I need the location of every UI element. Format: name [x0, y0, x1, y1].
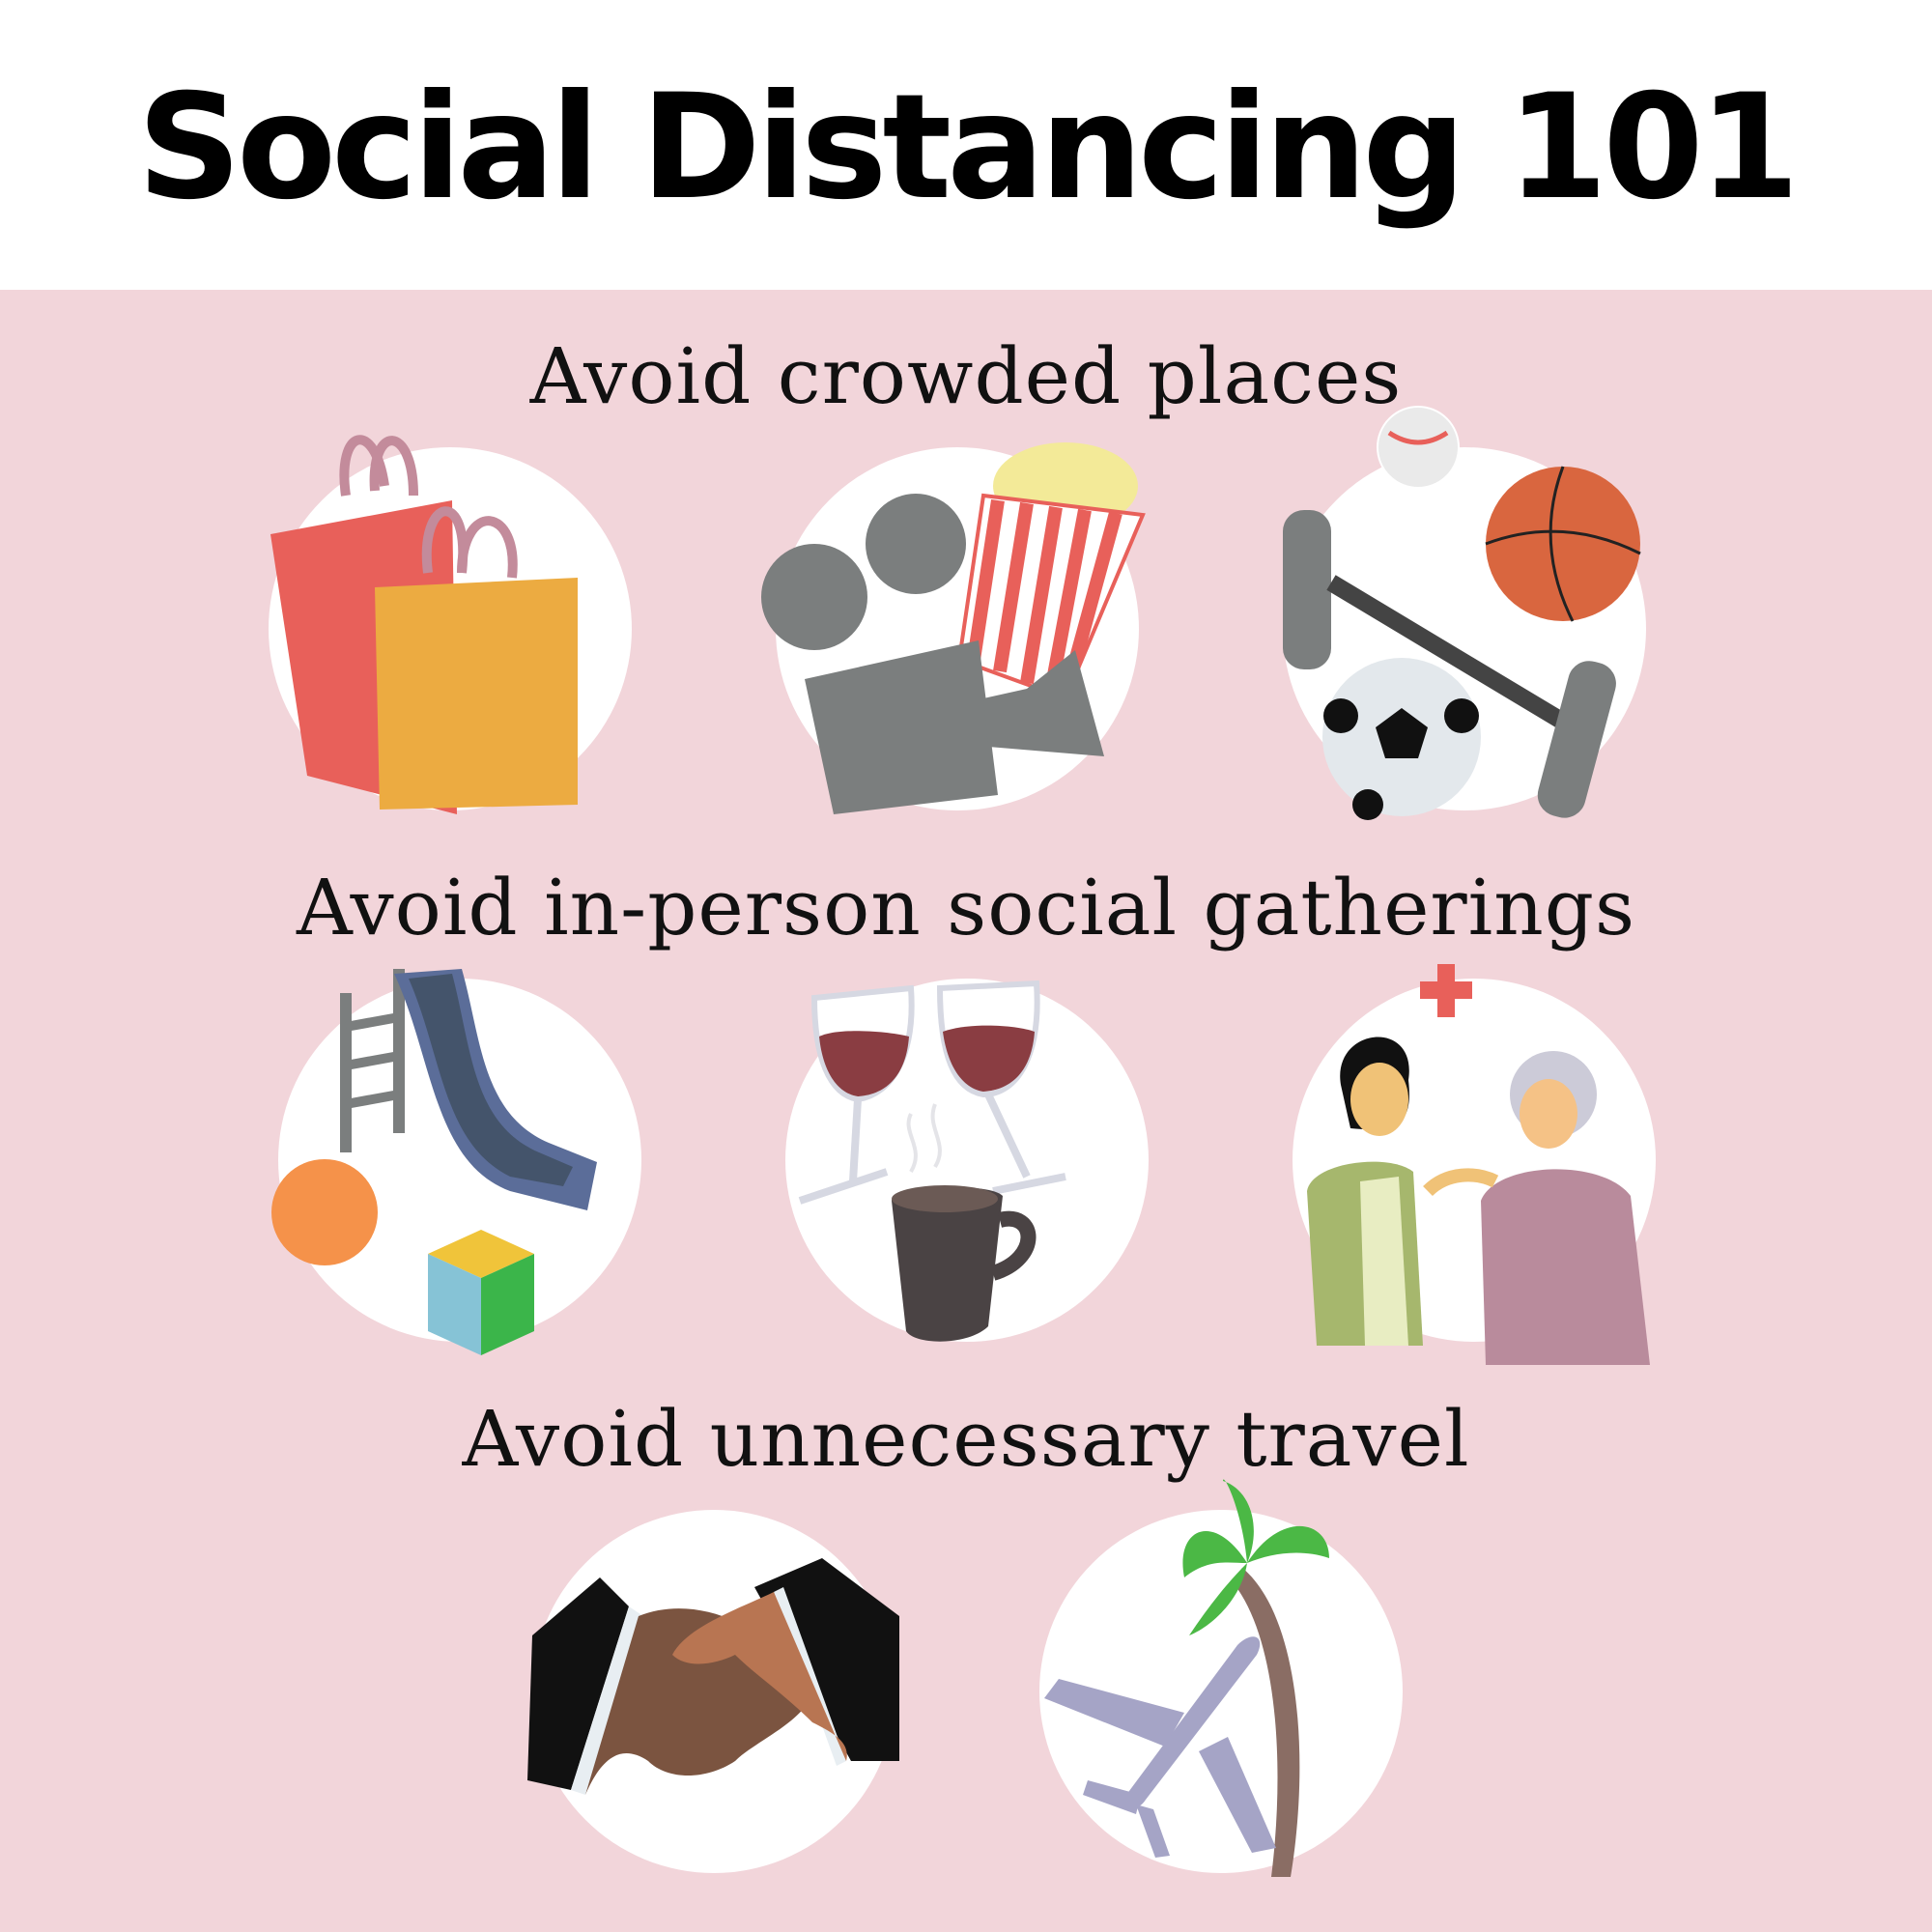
header: Social Distancing 101: [0, 0, 1932, 290]
sports-equipment-icon: [1283, 406, 1646, 820]
section-heading-unnecessary-travel: Avoid unnecessary travel: [462, 1394, 1470, 1484]
shopping-bags-icon: [269, 435, 632, 814]
page-title: Social Distancing 101: [136, 64, 1800, 232]
airplane-palm-tree-icon: [1039, 1479, 1403, 1877]
wine-coffee-icon: [785, 979, 1149, 1342]
section-heading-social-gatherings: Avoid in-person social gatherings: [296, 863, 1636, 952]
section-heading-crowded-places: Avoid crowded places: [529, 331, 1403, 421]
handshake-icon: [527, 1510, 899, 1873]
caregiver-elderly-icon: [1293, 964, 1656, 1365]
playground-slide-icon: [271, 969, 641, 1355]
movie-camera-popcorn-icon: [761, 442, 1146, 814]
